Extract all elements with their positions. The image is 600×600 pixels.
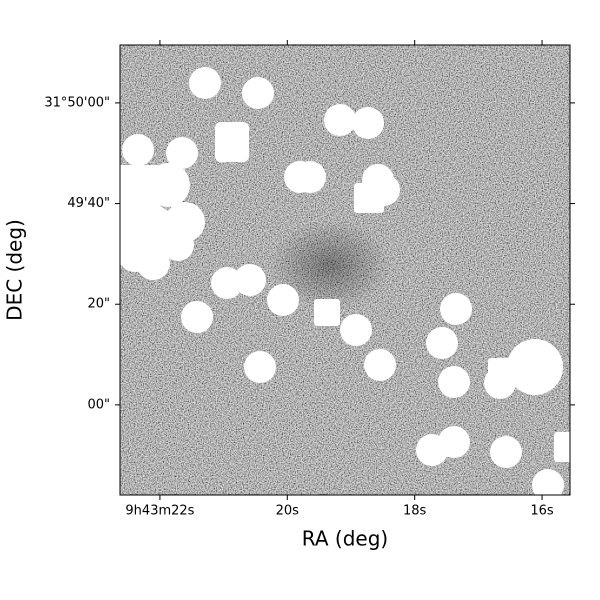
x-axis-label: RA (deg) [302,527,388,551]
y-tick-label: 31°50'00" [44,95,110,110]
x-tick-label: 16s [530,504,554,519]
x-tick-label: 9h43m22s [125,504,194,519]
source [270,220,390,310]
x-tick-label: 18s [403,504,427,519]
x-tick-label: 20s [276,504,300,519]
masks [120,67,570,495]
axes-frame [119,44,571,496]
y-tick-label: 49'40" [67,196,110,211]
y-axis-label: DEC (deg) [3,219,27,321]
y-tick-label: 20" [87,297,110,312]
y-tick-label: 00" [87,397,110,412]
image [120,45,570,495]
